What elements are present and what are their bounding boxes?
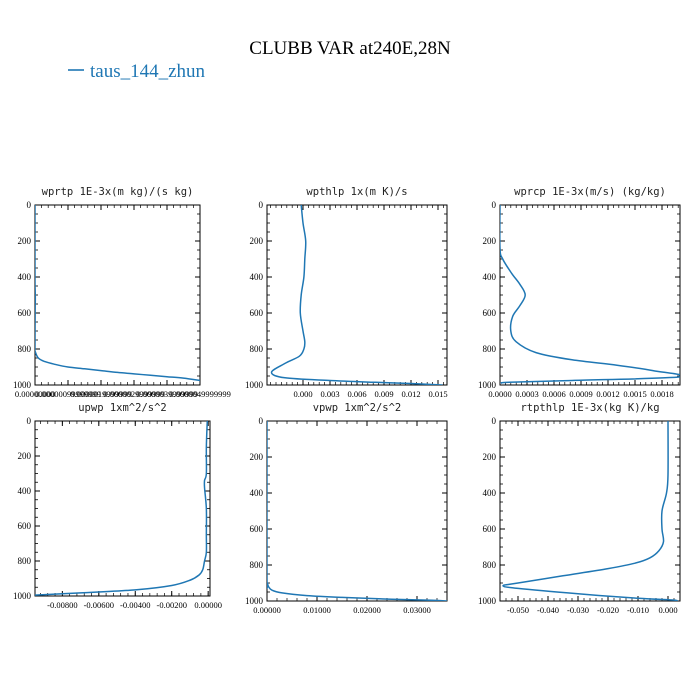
y-tick-label: 600: [483, 524, 497, 534]
y-tick-label: 400: [250, 272, 264, 282]
x-tick-label: -0.00600: [84, 600, 114, 610]
x-tick-label: 0.000: [293, 389, 312, 399]
x-tick-label: 0.02000: [353, 605, 381, 615]
legend-label: taus_144_zhun: [90, 61, 206, 82]
x-tick-label: 0.0018: [650, 389, 673, 399]
x-tick-label: -0.040: [537, 605, 559, 615]
x-tick-label: 0.0000: [488, 389, 511, 399]
y-tick-label: 600: [250, 524, 264, 534]
series-line-1: [267, 421, 447, 601]
y-tick-label: 1000: [245, 596, 264, 606]
x-tick-label: -0.020: [597, 605, 619, 615]
x-tick-label: -0.00200: [156, 600, 186, 610]
x-tick-label: 0.0012: [596, 389, 619, 399]
subplot-title: vpwp 1xm^2/s^2: [313, 402, 402, 414]
x-tick-label: 0.00000: [253, 605, 281, 615]
subplot-4: upwp 1xm^2/s^202004006008001000-0.00800-…: [13, 402, 222, 610]
figure-title: CLUBB VAR at240E,28N: [249, 38, 451, 59]
y-tick-label: 600: [483, 308, 497, 318]
x-tick-label: 0.00000: [194, 600, 222, 610]
y-tick-label: 0: [259, 416, 264, 426]
y-tick-label: 1000: [478, 380, 497, 390]
x-tick-label: 0.015: [428, 389, 447, 399]
subplot-6: rtpthlp 1E-3x(kg K)/kg02004006008001000-…: [478, 402, 681, 615]
y-tick-label: 400: [483, 272, 497, 282]
y-tick-label: 200: [250, 452, 264, 462]
x-tick-label: 0.0000029999999: [103, 389, 165, 399]
y-tick-label: 200: [18, 451, 32, 461]
figure-legend: taus_144_zhun: [68, 61, 206, 82]
y-tick-label: 800: [250, 344, 264, 354]
y-tick-label: 1000: [245, 380, 264, 390]
y-tick-label: 600: [18, 308, 32, 318]
subplot-1: wprtp 1E-3x(m kg)/(s kg) 0 200 400 600 800 100…: [13, 186, 231, 399]
y-tick-label: 800: [483, 560, 497, 570]
x-tick-label: -0.010: [627, 605, 649, 615]
y-tick-label: 800: [18, 556, 32, 566]
y-tick-label: 0: [27, 200, 32, 210]
series-line-1: [270, 205, 443, 385]
x-tick-label: 0.000: [658, 605, 677, 615]
x-tick-label: 0.0000039999999: [136, 389, 198, 399]
y-tick-label: 600: [18, 521, 32, 531]
subplot-title: wprcp 1E-3x(m/s) (kg/kg): [514, 186, 666, 198]
y-tick-label: 600: [250, 308, 264, 318]
subplot-title: wpthlp 1x(m K)/s: [306, 186, 407, 198]
subplot-title: wprtp 1E-3x(m kg)/(s kg): [42, 186, 194, 198]
y-tick-label: 1000: [13, 591, 32, 601]
y-tick-label: 0: [492, 200, 497, 210]
y-tick-label: 800: [18, 344, 32, 354]
y-tick-label: 0: [27, 416, 32, 426]
y-tick-label: 800: [483, 344, 497, 354]
x-tick-label: 0.006: [347, 389, 366, 399]
subplot-2: wpthlp 1x(m K)/s 0 200 400 600 800 1000 0.000 0.…: [245, 186, 448, 399]
x-tick-label: 0.03000: [403, 605, 431, 615]
y-tick-label: 400: [18, 486, 32, 496]
y-tick-label: 0: [259, 200, 264, 210]
y-tick-label: 0: [492, 416, 497, 426]
y-tick-label: 400: [250, 488, 264, 498]
x-tick-label: -0.050: [507, 605, 529, 615]
x-tick-label: -0.00400: [120, 600, 150, 610]
subplot-grid: wprtp 1E-3x(m kg)/(s kg) 0 200 400 600 800 100…: [13, 186, 681, 615]
x-tick-label: 0.0003: [515, 389, 538, 399]
x-tick-label: 0.00000000: [15, 389, 55, 399]
plot-frame: [266, 204, 448, 386]
plot-frame: [34, 420, 211, 597]
x-tick-label: -0.030: [567, 605, 589, 615]
x-tick-label: 0.009: [374, 389, 393, 399]
x-tick-label: 0.0000019999999: [70, 389, 132, 399]
x-tick-label: 0.012: [401, 389, 420, 399]
plot-frame: [34, 204, 201, 386]
x-tick-label: -0.00800: [47, 600, 77, 610]
x-tick-label: 0.0009: [569, 389, 592, 399]
x-tick-label: 0.0015: [623, 389, 646, 399]
y-tick-label: 400: [483, 488, 497, 498]
x-tick-label: 0.0000049999999: [169, 389, 231, 399]
x-tick-label: 0.0006: [542, 389, 565, 399]
plot-frame: [499, 420, 681, 602]
y-tick-label: 1000: [13, 380, 32, 390]
x-tick-label: 0.01000: [303, 605, 331, 615]
plot-frame: [499, 204, 681, 386]
series-line-1: [35, 421, 209, 596]
subplot-3: wprcp 1E-3x(m/s) (kg/kg) 0 200 400 600 800 100…: [478, 186, 681, 399]
x-tick-label: 0.00000099999999: [35, 389, 101, 399]
y-tick-label: 1000: [478, 596, 497, 606]
subplot-title: upwp 1xm^2/s^2: [78, 402, 167, 414]
subplot-title: rtpthlp 1E-3x(kg K)/kg: [520, 402, 659, 414]
series-line-1: [500, 205, 680, 384]
y-tick-label: 200: [250, 236, 264, 246]
x-tick-label: 0.003: [320, 389, 339, 399]
plot-frame: [266, 420, 448, 602]
y-tick-label: 200: [483, 452, 497, 462]
y-tick-label: 400: [18, 272, 32, 282]
series-line-1: [502, 421, 678, 601]
y-tick-label: 200: [18, 236, 32, 246]
y-tick-label: 200: [483, 236, 497, 246]
y-tick-label: 800: [250, 560, 264, 570]
series-line-1: [35, 205, 200, 382]
